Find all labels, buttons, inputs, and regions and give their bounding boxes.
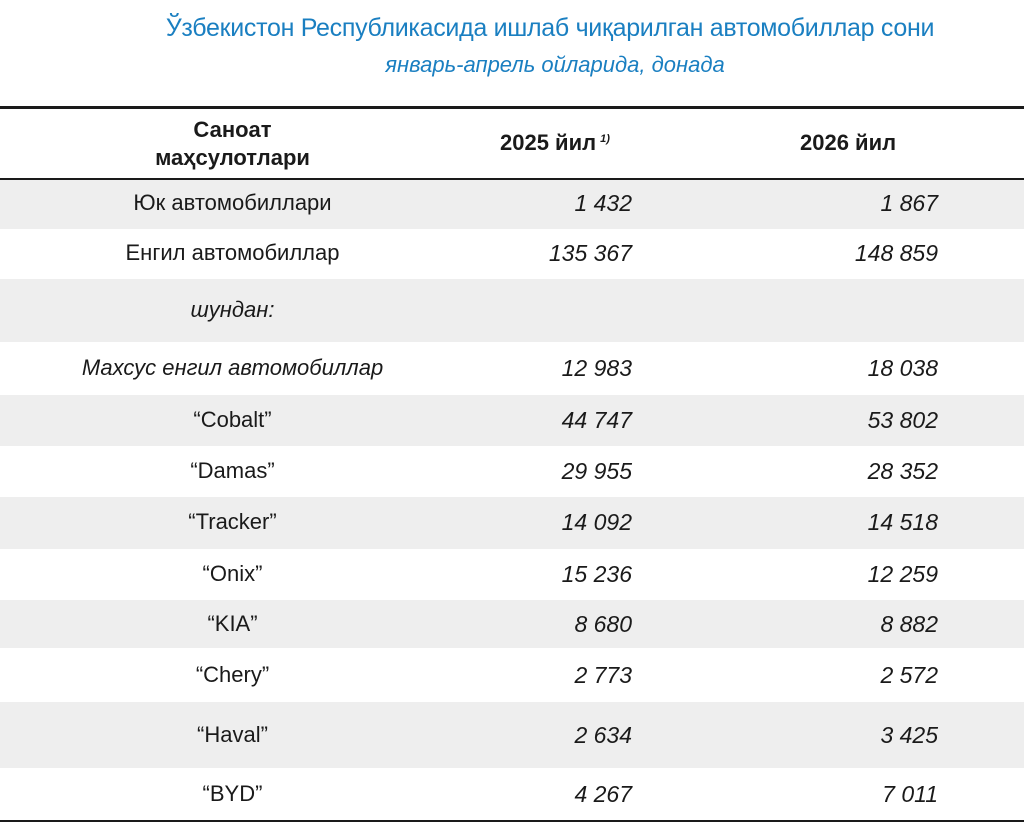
- header-rule: [0, 178, 1024, 180]
- row-name: “Cobalt”: [193, 407, 272, 432]
- table-row: “BYD” 4 267 7 011: [0, 768, 1024, 820]
- row-name: Махсус енгил автомобиллар: [81, 355, 384, 380]
- row-name: “Tracker”: [188, 509, 277, 534]
- row-value-2025: 2 773: [574, 662, 632, 688]
- table-row: “KIA” 8 680 8 882: [0, 600, 1024, 648]
- bottom-rule: [0, 820, 1024, 822]
- row-name: Енгил автомобиллар: [125, 240, 340, 265]
- table-row: “Chery” 2 773 2 572: [0, 648, 1024, 702]
- row-value-2025: 15 236: [561, 561, 632, 587]
- top-rule: [0, 106, 1024, 109]
- row-name: “Damas”: [190, 458, 275, 483]
- row-value-2026: 53 802: [867, 407, 938, 433]
- row-value-2025: 44 747: [561, 407, 632, 433]
- footnote-marker: 1): [600, 132, 610, 145]
- header-year-2025-label: 2025 йил: [500, 130, 597, 155]
- table-row: “Tracker” 14 092 14 518: [0, 497, 1024, 549]
- table-subtitle: январь-апрель ойларида, донада: [385, 52, 725, 77]
- table-body: Юк автомобиллари 1 432 1 867 Енгил автом…: [0, 180, 1024, 820]
- table-row: шундан:: [0, 279, 1024, 342]
- row-value-2025: 12 983: [561, 355, 632, 381]
- row-value-2025: 1 432: [574, 190, 632, 216]
- table-row: Махсус енгил автомобиллар 12 983 18 038: [0, 342, 1024, 395]
- row-value-2026: 28 352: [867, 458, 938, 484]
- row-value-2026: 18 038: [867, 355, 938, 381]
- row-name: “Onix”: [202, 561, 263, 586]
- header-year-2025: 2025 йил 1): [500, 130, 660, 156]
- row-value-2026: 148 859: [854, 240, 938, 266]
- row-value-2025: 14 092: [561, 509, 632, 535]
- row-value-2026: 7 011: [882, 781, 938, 807]
- row-name: шундан:: [190, 297, 275, 322]
- row-value-2026: 12 259: [867, 561, 938, 587]
- row-value-2026: 14 518: [867, 509, 938, 535]
- row-value-2026: 2 572: [880, 662, 938, 688]
- row-name: Юк автомобиллари: [133, 190, 332, 215]
- row-value-2026: 1 867: [880, 190, 938, 216]
- header-products-line2: маҳсулотлари: [155, 145, 310, 170]
- row-value-2026: 3 425: [880, 722, 938, 748]
- row-value-2026: 8 882: [880, 611, 938, 637]
- row-name: “Haval”: [197, 722, 268, 747]
- row-value-2025: 135 367: [548, 240, 632, 266]
- header-year-2026: 2026 йил: [800, 130, 897, 155]
- header-products-line1: Саноат: [193, 117, 272, 142]
- row-value-2025: 8 680: [574, 611, 632, 637]
- table-row: “Damas” 29 955 28 352: [0, 446, 1024, 497]
- row-value-2025: 2 634: [574, 722, 632, 748]
- table-row: Енгил автомобиллар 135 367 148 859: [0, 229, 1024, 279]
- row-value-2025: 4 267: [574, 781, 632, 807]
- table-row: “Haval” 2 634 3 425: [0, 702, 1024, 768]
- table-row: “Onix” 15 236 12 259: [0, 549, 1024, 600]
- header-products: Саноат маҳсулотлари: [145, 116, 320, 172]
- row-name: “BYD”: [202, 781, 263, 806]
- table-row: “Cobalt” 44 747 53 802: [0, 395, 1024, 446]
- table-title: Ўзбекистон Республикасида ишлаб чиқарилг…: [165, 14, 935, 42]
- row-name: “Chery”: [195, 662, 270, 687]
- row-value-2025: 29 955: [561, 458, 632, 484]
- table-row: Юк автомобиллари 1 432 1 867: [0, 180, 1024, 229]
- row-name: “KIA”: [207, 611, 258, 636]
